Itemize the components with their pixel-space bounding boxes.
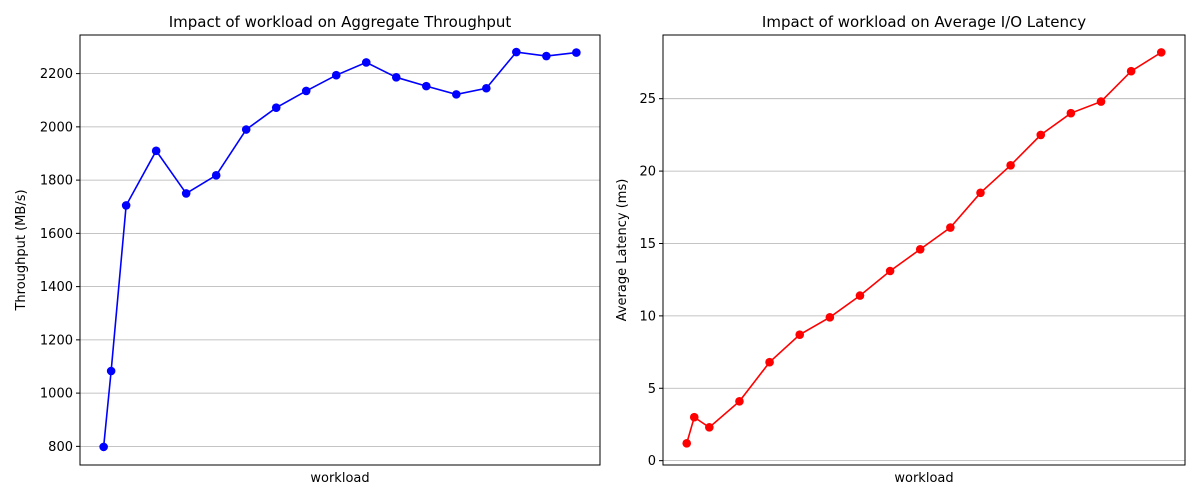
throughput-data-point <box>181 189 191 198</box>
throughput-data-point <box>361 58 371 67</box>
throughput-data-point <box>121 201 131 210</box>
latency-data-point <box>1126 66 1136 76</box>
throughput-plot-frame <box>79 34 601 466</box>
latency-data-point <box>1066 108 1076 118</box>
latency-gridlines <box>663 98 1185 462</box>
latency-y-axis-label: Average Latency (ms) <box>615 179 630 322</box>
throughput-gridlines <box>80 73 600 447</box>
throughput-data-point <box>301 86 311 96</box>
throughput-series-line <box>102 51 577 447</box>
latency-chart-title: Impact of workload on Average I/O Latenc… <box>762 13 1086 31</box>
latency-series-line <box>685 51 1162 444</box>
throughput-data-point <box>542 51 551 61</box>
throughput-y-ticks: 800 1000 1200 1400 1600 1800 2000 2200 <box>40 67 80 455</box>
throughput-data-point <box>99 442 108 452</box>
latency-plot-frame <box>662 34 1186 466</box>
latency-data-point <box>946 223 955 232</box>
throughput-data-point <box>452 90 461 99</box>
throughput-data-point <box>331 70 341 80</box>
latency-data-point <box>1036 130 1046 140</box>
throughput-y-tick-label: 800 <box>48 440 73 455</box>
latency-y-tick-label: 10 <box>639 309 656 324</box>
latency-y-tick-label: 5 <box>648 382 656 397</box>
throughput-data-point <box>572 48 581 57</box>
latency-data-point <box>705 423 714 432</box>
throughput-data-point <box>106 366 116 376</box>
throughput-data-point <box>421 81 431 91</box>
throughput-y-tick-label: 1800 <box>40 174 73 189</box>
latency-data-point <box>1006 161 1015 170</box>
latency-y-ticks: 0 5 10 15 20 25 <box>639 92 663 469</box>
latency-chart: Impact of workload on Average I/O Latenc… <box>615 13 1186 486</box>
throughput-y-axis-label: Throughput (MB/s) <box>14 189 29 311</box>
throughput-y-tick-label: 2200 <box>40 67 73 82</box>
latency-data-point <box>795 330 805 339</box>
throughput-y-tick-label: 1200 <box>40 333 73 348</box>
throughput-y-tick-label: 1400 <box>40 280 73 295</box>
latency-data-point <box>885 266 895 276</box>
latency-data-point <box>765 357 774 367</box>
throughput-data-point <box>241 125 251 134</box>
latency-data-point <box>855 291 865 300</box>
latency-y-tick-label: 25 <box>639 92 656 107</box>
throughput-y-tick-label: 1600 <box>40 227 73 242</box>
latency-x-axis-label: workload <box>894 471 953 486</box>
latency-data-point <box>1096 97 1106 106</box>
throughput-data-point <box>211 171 221 180</box>
throughput-y-tick-label: 1000 <box>40 387 73 402</box>
latency-y-tick-label: 15 <box>639 237 656 252</box>
latency-data-point <box>735 396 744 406</box>
latency-data-point <box>915 244 925 254</box>
throughput-series <box>99 47 581 452</box>
latency-y-tick-label: 20 <box>639 165 656 180</box>
latency-data-point <box>976 188 985 198</box>
throughput-x-axis-label: workload <box>310 471 369 486</box>
throughput-chart: Impact of workload on Aggregate Throughp… <box>14 13 601 486</box>
throughput-chart-title: Impact of workload on Aggregate Throughp… <box>169 13 512 31</box>
latency-data-point <box>1156 48 1166 57</box>
throughput-data-point <box>482 83 491 93</box>
latency-y-tick-label: 0 <box>648 454 656 469</box>
throughput-data-point <box>271 103 281 112</box>
throughput-data-point <box>151 146 161 156</box>
throughput-data-point <box>391 73 401 82</box>
latency-series <box>682 48 1166 448</box>
latency-data-point <box>825 313 835 322</box>
throughput-y-tick-label: 2000 <box>40 120 73 135</box>
latency-data-point <box>689 412 699 422</box>
throughput-data-point <box>512 47 521 57</box>
latency-data-point <box>682 438 692 448</box>
